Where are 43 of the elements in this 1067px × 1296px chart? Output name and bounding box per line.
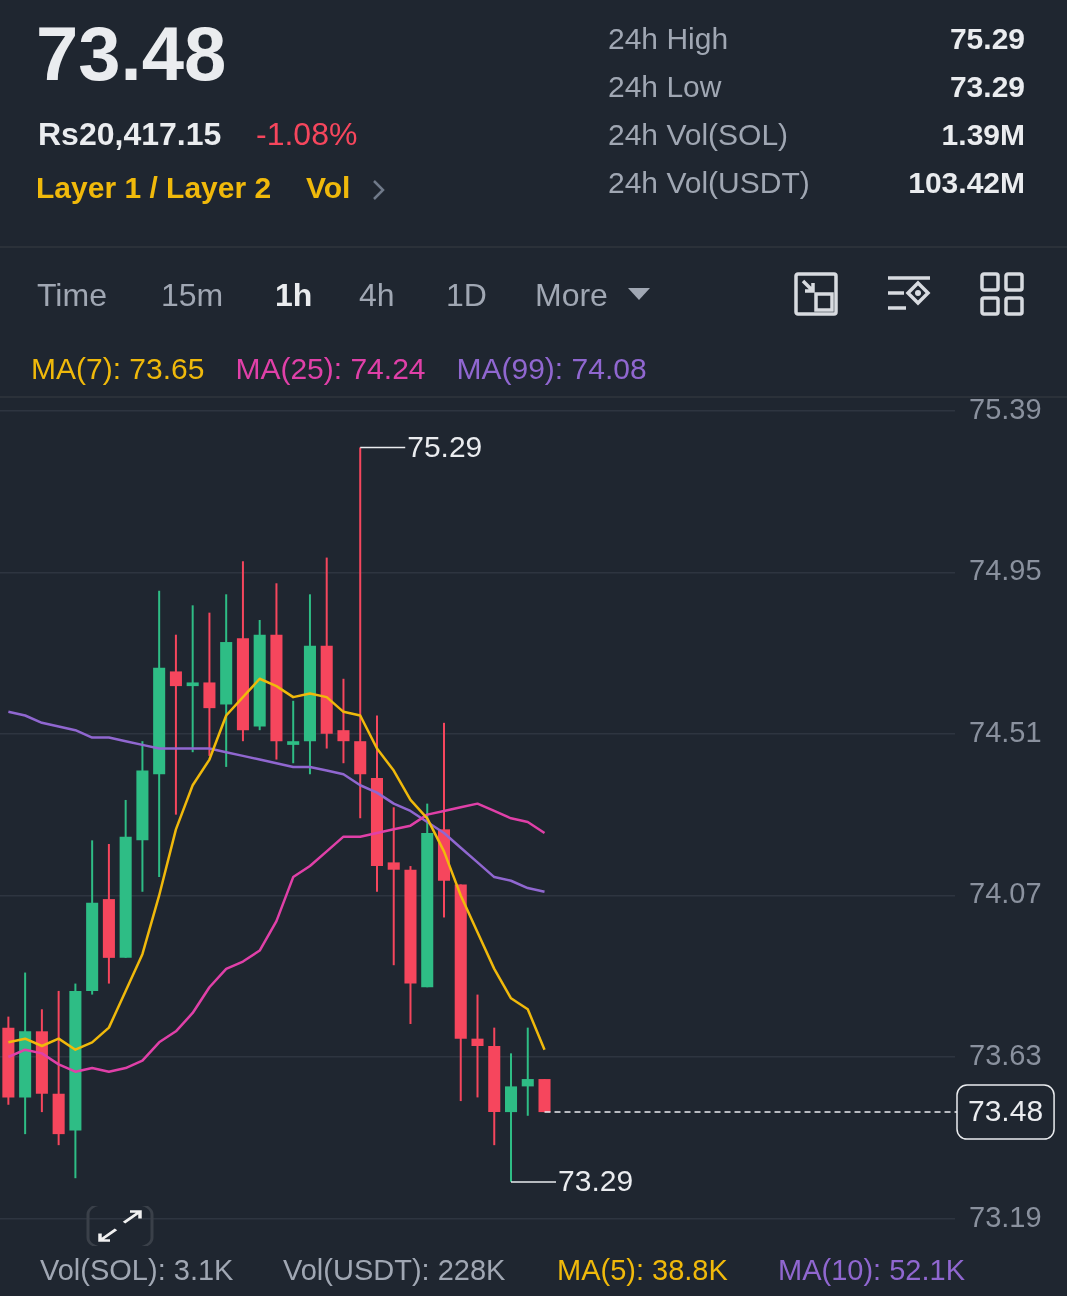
text: 15m (161, 277, 224, 314)
text: Vol(SOL): 3.1K (40, 1254, 234, 1287)
text: 1h (275, 277, 313, 314)
text: MA(99): 74.08 (456, 352, 647, 386)
text: 75.29 (949, 22, 1025, 56)
y-tick-label: 75.39 (969, 392, 1042, 425)
text: MA(7): 73.65 (31, 352, 205, 386)
chart-title: 73.48 (36, 10, 227, 97)
text: 24h Vol(SOL) (608, 118, 789, 152)
text: 103.42M (908, 166, 1025, 200)
candlestick (186, 604, 199, 754)
text: More (535, 277, 608, 314)
y-tick-label: 74.51 (969, 715, 1042, 748)
text: 24h Vol(USDT) (608, 166, 810, 200)
candlestick (169, 633, 182, 816)
text: 24h Low (608, 70, 722, 104)
text: 24h High (608, 22, 729, 56)
text: MA(25): 74.24 (235, 352, 426, 386)
y-tick-label: 73.19 (969, 1200, 1042, 1233)
text: 73.29 (949, 70, 1025, 104)
text: Time (37, 277, 107, 314)
candlestick (287, 699, 300, 765)
text: Layer 1 / Layer 2 (36, 171, 272, 205)
annotation: 75.29 (407, 429, 483, 463)
candlestick (521, 1026, 534, 1117)
text: 1.39M (941, 118, 1025, 152)
y-tick-label: 74.95 (969, 554, 1042, 587)
candlestick (387, 806, 400, 967)
text: MA(10): 52.1K (778, 1254, 965, 1287)
text: Rs20,417.15 (38, 116, 222, 153)
text: Vol (306, 171, 351, 205)
text: Vol(USDT): 228K (283, 1254, 506, 1287)
text: MA(5): 38.8K (557, 1254, 728, 1287)
candlestick (354, 446, 367, 820)
candlestick (337, 677, 350, 765)
text: 1D (446, 277, 487, 314)
candlestick (471, 993, 484, 1099)
y-tick-label: 73.63 (969, 1039, 1042, 1072)
annotation: 73.29 (558, 1164, 634, 1198)
ref-line-label: 73.48 (968, 1094, 1044, 1128)
text: 4h (359, 277, 395, 314)
y-tick-label: 74.07 (969, 877, 1042, 910)
text: -1.08% (256, 116, 358, 153)
